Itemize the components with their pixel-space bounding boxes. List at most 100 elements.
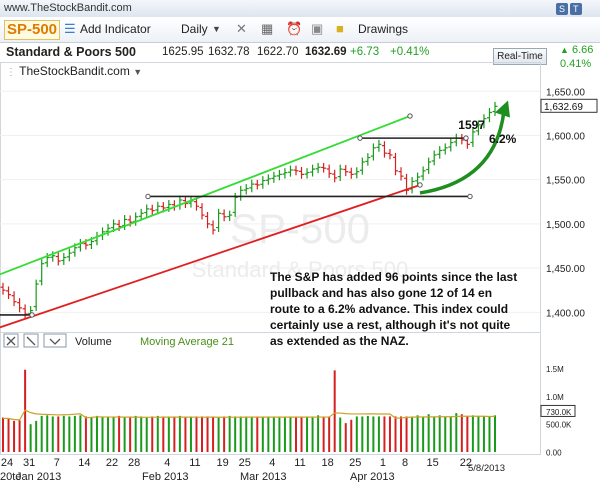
level-handle[interactable] [467,193,473,200]
x-tick-label: 22 [106,457,118,469]
ohlc-bar [486,108,492,123]
ohlc-bar [249,179,255,193]
add-indicator-icon: ☰ [64,21,76,36]
ohlc-bar [365,153,371,166]
quote-bar: Standard & Poors 500 1625.95 1632.78 162… [0,43,600,63]
ohlc-bar [260,176,266,189]
moving-average-label: Moving Average 21 [140,336,234,348]
trendline-handle[interactable] [417,182,423,188]
drawings-button[interactable]: Drawings [358,22,409,36]
source-label-row: ⋮ TheStockBandit.com ▼ [6,64,142,78]
ohlc-bar [238,185,244,201]
volume-moving-average [2,409,496,421]
level-handle[interactable] [145,193,151,200]
ohlc-bar [387,149,393,160]
chart-settings-icon[interactable]: ▣ [311,21,324,36]
watermark-name: Standard & Poors 500 [192,257,408,282]
advance-arrow [419,110,506,195]
ohlc-bar [293,165,299,176]
ohlc-bar [105,223,111,236]
volume-ma-tag [540,404,576,417]
notes-icon[interactable]: ■ [336,21,344,36]
quote-change: +6.73 [350,46,380,58]
ohlc-bar [420,166,426,181]
period-select[interactable]: Daily [181,22,208,36]
level-handle[interactable] [29,312,35,318]
volume-options-box[interactable] [43,333,67,348]
realtime-change: ▲ 6.66 [560,44,594,56]
ohlc-bar [475,120,481,136]
tools-icon[interactable]: ✕ [236,21,247,36]
ohlc-bar [227,210,233,221]
realtime-button[interactable]: Real-Time [493,48,547,65]
watermark-symbol: SP-500 [230,205,370,252]
x-tick-label: 24 [1,457,13,469]
ohlc-bar [315,162,321,174]
symbol-input[interactable]: SP-500 [4,20,60,40]
level-handle[interactable] [357,135,363,141]
index-name: Standard & Poors 500 [6,45,136,59]
ohlc-bar [144,204,150,218]
source-label: TheStockBandit.com [19,64,130,78]
x-tick-label: 25 [239,457,251,469]
ohlc-bar [193,197,199,211]
ohlc-bar [22,304,28,319]
ohlc-bar [442,143,448,155]
ohlc-bar [398,167,404,181]
last-price-tag [540,98,598,113]
site-url: www.TheStockBandit.com [4,2,132,14]
ohlc-bar [276,169,282,181]
price-tick-label: 1,450.00 [546,264,585,275]
ohlc-bar [332,169,338,183]
arrow-head-icon [495,100,510,118]
ohlc-bar [243,184,249,195]
ohlc-bar [448,138,454,152]
ohlc-bar [149,204,155,216]
ohlc-bar [94,231,100,246]
gain-label: 6.2% [489,132,517,146]
lower-channel-line [0,184,421,329]
ohlc-bar [6,286,12,300]
ohlc-bar [492,101,498,116]
price-tick-label: 1,650.00 [546,87,585,98]
close-icon[interactable] [6,336,16,346]
ohlc-bar [216,208,222,232]
month-label: Jan 2013 [16,471,61,482]
ohlc-bar [376,139,382,152]
ohlc-bar [205,211,211,229]
level-handle[interactable] [463,135,469,141]
x-tick-label: 18 [322,457,334,469]
trendline-handle[interactable] [407,113,413,119]
price-tick-label: 1,500.00 [546,220,585,231]
ohlc-bar [271,171,277,183]
ohlc-bar [17,298,23,313]
share-s-button[interactable]: S [556,3,569,15]
quote-high: 1632.78 [208,46,250,58]
realtime-change-pct: 0.41% [560,58,592,70]
share-t-button[interactable]: T [570,3,582,15]
ohlc-bar [404,173,410,195]
add-indicator-button[interactable]: Add Indicator [80,22,151,36]
x-tick-label: 4 [269,457,275,469]
chevron-down-icon[interactable]: ▼ [133,67,143,77]
ohlc-bar [33,279,39,311]
month-label: Mar 2013 [240,471,286,482]
edit-icon[interactable] [26,336,36,346]
x-tick-label: 4 [164,457,170,469]
quote-close: 1632.69 [305,46,347,58]
ohlc-bar [287,165,293,177]
resistance-level-label: 1597 [458,118,485,132]
ohlc-bar [381,141,387,158]
alarm-clock-icon[interactable]: ⏰ [286,21,303,36]
ohlc-bar [343,165,349,177]
ohlc-bar [199,203,205,220]
ohlc-bar [77,238,83,252]
chart-type-icon[interactable]: ▦ [261,21,274,36]
chevron-down-icon[interactable] [49,338,61,345]
volume-tick-label: 1.0M [546,393,564,402]
price-tick-label: 1,550.00 [546,176,585,187]
x-tick-label: 8 [402,457,408,469]
volume-tick-label: 500.0K [546,421,572,430]
ohlc-bar [0,282,6,295]
